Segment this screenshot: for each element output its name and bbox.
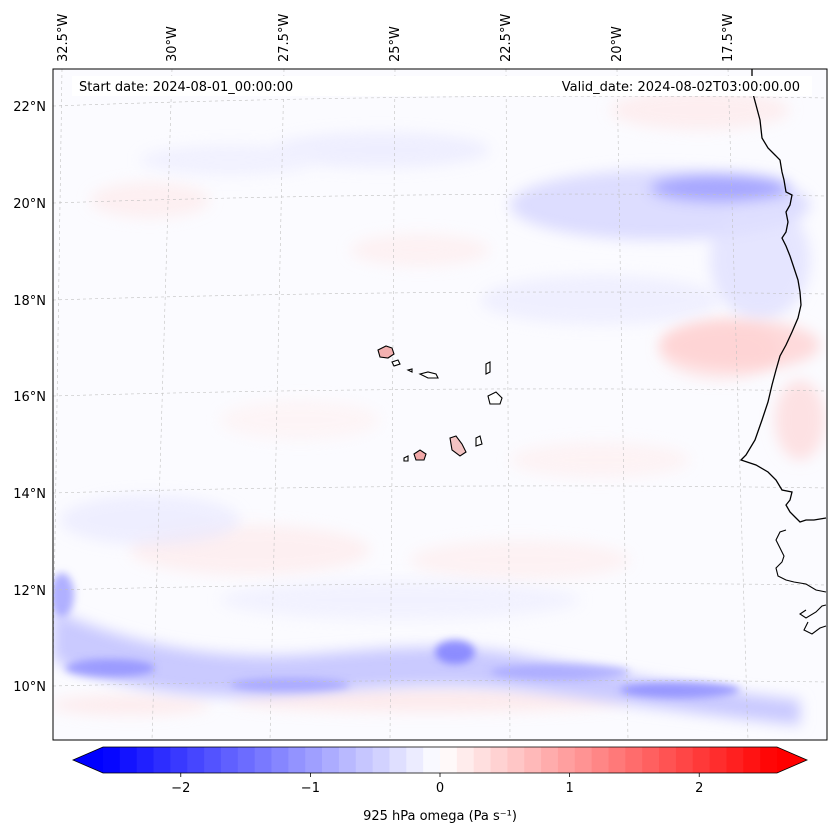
valid-date-label: Valid_date: 2024-08-02T03:00:00.00 — [562, 80, 800, 95]
lat-tick-22n: 22°N — [13, 100, 46, 115]
colorbar-segment — [490, 747, 508, 773]
colorbar-segment — [204, 747, 222, 773]
lon-tick-17-5w: 17.5°W — [721, 14, 736, 62]
lat-tick-14n: 14°N — [13, 487, 46, 502]
colorbar-segment — [119, 747, 138, 773]
colorbar-segment — [642, 747, 660, 773]
colorbar-segment — [103, 747, 121, 773]
colorbar-segment — [557, 747, 576, 773]
colorbar-segment — [187, 747, 205, 773]
colorbar-extend-max — [777, 747, 807, 773]
colorbar-segment — [608, 747, 626, 773]
colorbar-segment — [288, 747, 306, 773]
island-sal — [485, 361, 491, 375]
colorbar-segment — [473, 747, 492, 773]
island-santiago — [449, 435, 467, 457]
colorbar-segment — [372, 747, 391, 773]
colorbar-segment — [136, 747, 155, 773]
header-box — [72, 76, 812, 96]
colorbar-segment — [440, 747, 458, 773]
island-sao-nicolau — [418, 371, 439, 379]
colorbar-segment — [456, 747, 475, 773]
guinea-bissau-coast — [799, 604, 827, 635]
island-santa-luzia — [406, 368, 413, 373]
lat-tick-16n: 16°N — [13, 390, 46, 405]
colorbar-segment — [625, 747, 643, 773]
omega-field — [53, 90, 825, 725]
colorbar-segment — [389, 747, 407, 773]
colorbar-tick-label: 2 — [695, 781, 703, 796]
colorbar-tick-label: 0 — [436, 781, 444, 796]
colorbar-segment — [271, 747, 289, 773]
colorbar-segment — [220, 747, 239, 773]
colorbar-ticks: −2 −1 0 1 2 — [171, 773, 703, 796]
lon-tick-27-5w: 27.5°W — [277, 14, 292, 62]
colorbar-segment — [574, 747, 593, 773]
island-brava — [403, 455, 409, 462]
lat-tick-labels: 22°N 20°N 18°N 16°N 14°N 12°N 10°N — [13, 100, 46, 695]
lat-tick-10n: 10°N — [13, 680, 46, 695]
colorbar-segment — [760, 747, 778, 773]
colorbar-outline — [71, 746, 809, 774]
colorbar-segment — [541, 747, 559, 773]
colorbar-segment — [659, 747, 677, 773]
lon-tick-labels: 32.5°W 30°W 27.5°W 25°W 22.5°W 20°W 17.5… — [56, 14, 736, 62]
colorbar: −2 −1 0 1 2 925 hPa omega (Pa s⁻¹) — [71, 746, 809, 824]
colorbar-segment — [692, 747, 711, 773]
colorbar-segment — [726, 747, 744, 773]
colorbar-extend-min — [73, 747, 103, 773]
lon-tick-30w: 30°W — [165, 26, 180, 62]
lon-tick-22-5w: 22.5°W — [499, 14, 514, 62]
lon-tick-20w: 20°W — [610, 26, 625, 62]
lat-tick-20n: 20°N — [13, 197, 46, 212]
colorbar-segment — [507, 747, 525, 773]
colorbar-segment — [743, 747, 761, 773]
colorbar-segment — [254, 747, 273, 773]
lat-tick-12n: 12°N — [13, 584, 46, 599]
colorbar-segment — [591, 747, 610, 773]
colorbar-segment — [170, 747, 188, 773]
colorbar-tick-label: 1 — [565, 781, 573, 796]
colorbar-segment — [406, 747, 424, 773]
colorbar-segment — [355, 747, 374, 773]
colorbar-segment — [675, 747, 694, 773]
graticule — [53, 69, 827, 740]
colorbar-segment — [709, 747, 728, 773]
colorbar-label-text: 925 hPa omega (Pa s⁻¹) — [363, 809, 517, 824]
colorbar-segment — [305, 747, 323, 773]
island-fogo — [413, 449, 427, 461]
africa-coastline — [739, 69, 827, 523]
map-frame — [52, 68, 828, 741]
cape-verde-islands — [377, 345, 503, 462]
island-sao-vicente — [391, 359, 401, 367]
gambia-estuary — [775, 529, 827, 593]
colorbar-segment — [237, 747, 256, 773]
lon-tick-32-5w: 32.5°W — [56, 14, 71, 62]
colorbar-segment — [423, 747, 441, 773]
lat-tick-18n: 18°N — [13, 294, 46, 309]
colorbar-label: 925 hPa omega (Pa s⁻¹) — [363, 809, 517, 824]
colorbar-segment — [322, 747, 340, 773]
colorbar-segment — [524, 747, 542, 773]
lon-tick-25w: 25°W — [388, 26, 403, 62]
map-panel: Start date: 2024-08-01_00:00:00 Valid_da… — [52, 68, 828, 741]
colorbar-tick-label: −1 — [301, 781, 320, 796]
colorbar-segment — [153, 747, 171, 773]
colorbar-tick-label: −2 — [171, 781, 190, 796]
colorbar-segment — [338, 747, 357, 773]
island-maio — [475, 435, 483, 447]
island-santo-antao — [377, 345, 395, 359]
island-boa-vista — [487, 391, 503, 405]
start-date-label: Start date: 2024-08-01_00:00:00 — [79, 80, 293, 95]
colorbar-segments — [103, 747, 778, 773]
